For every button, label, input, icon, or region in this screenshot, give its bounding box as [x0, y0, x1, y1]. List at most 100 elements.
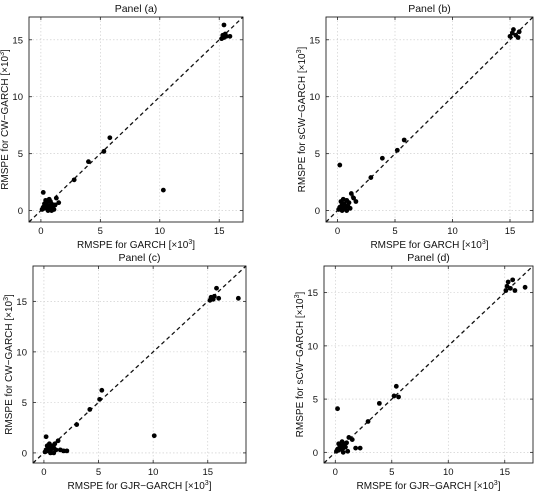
data-point: [52, 202, 58, 208]
data-point: [335, 406, 340, 412]
data-point: [344, 208, 350, 214]
data-point: [46, 441, 52, 447]
data-point: [351, 195, 356, 201]
y-tick-label: 15: [16, 297, 27, 308]
data-point: [55, 438, 61, 444]
data-point: [97, 396, 103, 402]
y-tick-label: 0: [18, 206, 23, 217]
data-point: [353, 445, 359, 451]
y-tick-label: 0: [313, 448, 318, 459]
panel-b: 0 5 10 15 0 5 10 15 Panel (b) RMSPE for GARCH [×1…: [296, 3, 534, 251]
data-point: [344, 440, 349, 446]
y-tick-label: 15: [309, 35, 320, 46]
data-point: [346, 200, 352, 206]
y-tick-label: 15: [307, 288, 318, 299]
x-tick-label: 0: [41, 467, 46, 478]
data-point: [401, 137, 407, 143]
data-point: [510, 277, 516, 283]
data-point: [48, 199, 53, 204]
data-point: [347, 205, 353, 211]
x-tick-label: 0: [333, 467, 338, 478]
y-tick-label: 0: [22, 448, 27, 459]
data-point: [56, 200, 62, 206]
x-tick-label: 0: [38, 226, 43, 237]
y-tick-label: 15: [12, 35, 23, 46]
data-point: [516, 29, 522, 35]
data-point: [107, 135, 113, 141]
x-tick-label: 15: [499, 467, 510, 478]
data-point: [349, 437, 355, 442]
panel-title: Panel (b): [408, 3, 451, 15]
data-point: [512, 288, 518, 293]
x-tick-label: 10: [443, 467, 454, 478]
data-point: [396, 394, 401, 400]
data-point: [64, 448, 70, 454]
y-axis-label: RMSPE for sCW−GARCH [×103]: [296, 46, 308, 192]
data-point: [71, 177, 77, 183]
data-point: [376, 400, 382, 406]
y-tick-label: 5: [315, 149, 320, 160]
y-axis-label: RMSPE for sCW−GARCH [×103]: [294, 291, 306, 437]
data-point: [515, 35, 521, 40]
x-tick-label: 5: [392, 226, 397, 237]
data-point: [43, 197, 49, 203]
data-point: [214, 285, 219, 291]
data-point: [339, 208, 345, 214]
plot-frame: [325, 16, 534, 223]
data-point: [40, 189, 46, 195]
data-point: [393, 383, 399, 389]
x-axis-label: RMSPE for GARCH [×103]: [370, 239, 488, 251]
data-point: [99, 387, 105, 393]
data-point: [211, 293, 217, 299]
data-point: [227, 33, 233, 39]
data-point: [340, 196, 346, 202]
data-point: [216, 295, 222, 301]
data-point: [235, 295, 241, 301]
plot-frame: [32, 265, 247, 464]
reference-line: [325, 16, 534, 223]
x-axis-label: RMSPE for GJR−GARCH [×103]: [68, 480, 212, 492]
data-point: [86, 159, 91, 165]
y-tick-label: 10: [307, 341, 318, 352]
data-point: [503, 288, 509, 293]
x-tick-label: 10: [148, 467, 159, 478]
panel-title: Panel (a): [115, 3, 158, 15]
data-point: [345, 448, 351, 454]
data-point: [522, 284, 528, 290]
y-tick-label: 10: [12, 92, 23, 103]
reference-line: [28, 16, 244, 223]
data-point: [340, 449, 346, 455]
data-point: [365, 419, 371, 424]
data-point: [74, 422, 80, 428]
data-point: [151, 433, 157, 439]
x-tick-label: 5: [96, 467, 101, 478]
y-tick-label: 5: [18, 149, 23, 160]
y-tick-label: 5: [313, 395, 318, 406]
data-point: [53, 195, 59, 201]
panel-d: 0 5 10 15 0 5 10 15 Panel (d) RMSPE for GJR−GARCH…: [294, 252, 534, 492]
data-point: [87, 407, 93, 412]
data-point: [223, 33, 229, 39]
data-point: [357, 445, 363, 451]
data-point: [45, 208, 51, 214]
panel-c: 0 5 10 15 0 5 10 15 Panel (c) RMSPE for GJR−GARCH…: [3, 252, 247, 492]
data-point: [511, 27, 516, 32]
x-axis-label: RMSPE for GJR−GARCH [×103]: [357, 480, 501, 492]
plot-frame: [28, 16, 244, 223]
panel-title: Panel (c): [118, 252, 160, 264]
plot-frame: [323, 265, 534, 464]
y-tick-label: 10: [309, 92, 320, 103]
y-tick-label: 10: [16, 347, 27, 358]
x-tick-label: 10: [447, 226, 458, 237]
data-point: [348, 191, 354, 196]
y-axis-label: RMSPE for CW−GARCH [×103]: [3, 294, 15, 435]
y-tick-label: 5: [22, 398, 27, 409]
x-tick-label: 5: [389, 467, 394, 478]
y-tick-label: 0: [315, 206, 320, 217]
x-tick-label: 15: [214, 226, 225, 237]
x-tick-label: 15: [202, 467, 213, 478]
panel-a: 0 5 10 15 0 5 10 15 Panel (a) RMSPE for GARCH [×1…: [0, 3, 244, 251]
y-axis-label: RMSPE for CW−GARCH [×103]: [0, 49, 11, 190]
data-point: [337, 162, 343, 168]
